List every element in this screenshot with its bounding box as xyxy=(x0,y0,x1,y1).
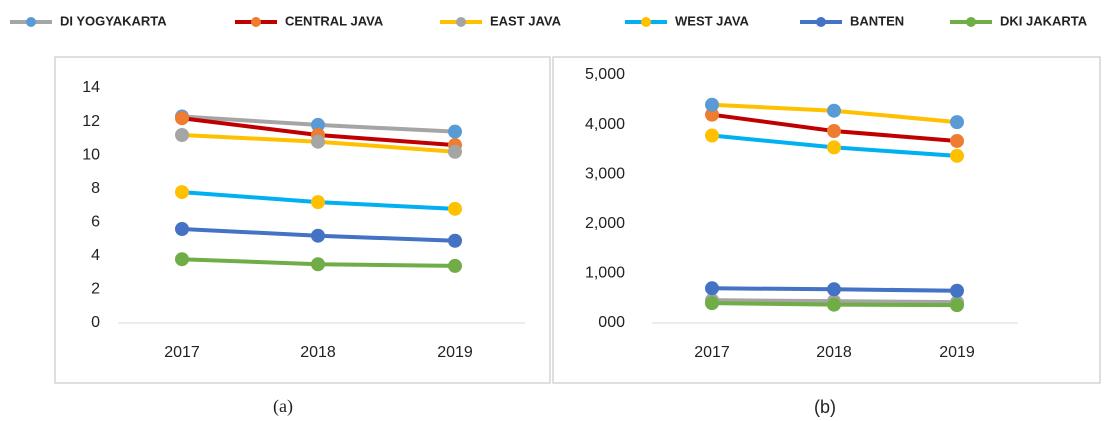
data-point xyxy=(448,144,462,159)
legend-marker xyxy=(816,17,826,27)
data-point xyxy=(175,111,189,126)
y-tick-label: 2 xyxy=(91,281,100,298)
y-tick-label: 0 xyxy=(91,314,100,331)
x-tick-label: 2018 xyxy=(816,344,852,361)
data-point xyxy=(827,282,841,297)
data-point xyxy=(175,128,189,142)
y-tick-label: 8 xyxy=(91,180,100,197)
data-point xyxy=(448,124,462,139)
panel-label: (b) xyxy=(814,397,836,417)
legend-label: WEST JAVA xyxy=(675,13,750,28)
data-point xyxy=(827,140,841,155)
data-point xyxy=(950,298,964,313)
data-point xyxy=(311,134,325,149)
data-point xyxy=(175,222,189,236)
x-tick-label: 2018 xyxy=(300,344,336,361)
data-point xyxy=(827,124,841,139)
x-tick-label: 2017 xyxy=(694,344,730,361)
legend-marker xyxy=(456,17,466,27)
legend-marker xyxy=(26,17,36,27)
data-point xyxy=(950,115,964,130)
y-tick-label: 000 xyxy=(598,314,625,331)
data-point xyxy=(448,233,462,248)
legend-marker xyxy=(966,17,976,27)
data-point xyxy=(705,107,719,122)
legend-label: EAST JAVA xyxy=(490,13,562,28)
data-point xyxy=(827,103,841,118)
data-point xyxy=(950,148,964,163)
y-tick-label: 4,000 xyxy=(585,116,625,133)
data-point xyxy=(311,228,325,243)
panel-b-frame xyxy=(552,56,1101,384)
panel-label: (a) xyxy=(273,396,293,417)
y-tick-label: 2,000 xyxy=(585,215,625,232)
legend-marker xyxy=(641,17,651,27)
y-tick-label: 1,000 xyxy=(585,265,625,282)
legend-label: DKI JAKARTA xyxy=(1000,13,1088,28)
legend-label: BANTEN xyxy=(850,13,904,28)
data-point xyxy=(827,297,841,312)
legend-label: CENTRAL JAVA xyxy=(285,13,384,28)
legend-marker xyxy=(251,17,261,27)
x-tick-label: 2017 xyxy=(164,344,200,361)
data-point xyxy=(448,201,462,216)
y-tick-label: 5,000 xyxy=(585,66,625,83)
y-tick-label: 6 xyxy=(91,214,100,231)
x-tick-label: 2019 xyxy=(939,344,975,361)
data-point xyxy=(705,97,719,112)
data-point xyxy=(705,296,719,311)
data-point xyxy=(311,257,325,272)
y-tick-label: 12 xyxy=(82,113,100,130)
data-point xyxy=(705,281,719,296)
data-point xyxy=(950,133,964,148)
legend-label: DI YOGYAKARTA xyxy=(60,13,167,28)
data-point xyxy=(175,252,189,267)
data-point xyxy=(950,283,964,298)
y-tick-label: 14 xyxy=(82,79,100,96)
y-tick-label: 4 xyxy=(91,247,100,264)
data-point xyxy=(705,128,719,143)
data-point xyxy=(311,117,325,132)
data-point xyxy=(311,195,325,210)
y-tick-label: 3,000 xyxy=(585,165,625,182)
data-point xyxy=(175,185,189,200)
data-point xyxy=(448,258,462,273)
panel-a-frame xyxy=(54,56,551,384)
x-tick-label: 2019 xyxy=(437,344,473,361)
y-tick-label: 10 xyxy=(82,146,100,163)
